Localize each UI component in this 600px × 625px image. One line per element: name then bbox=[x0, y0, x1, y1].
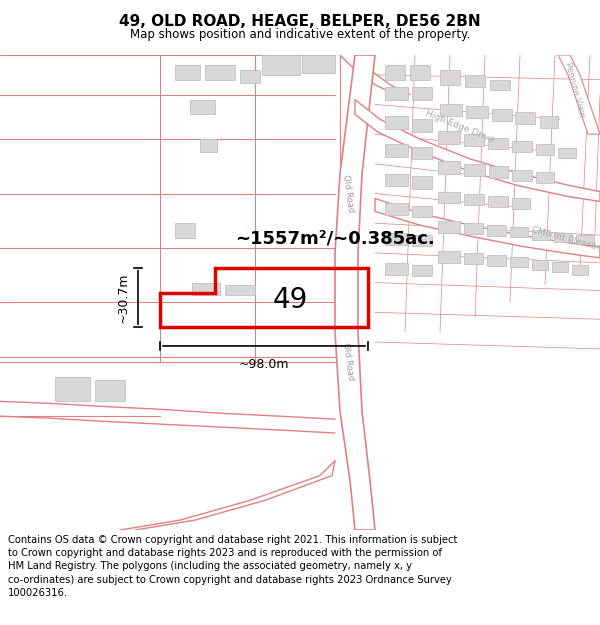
Polygon shape bbox=[464, 253, 483, 264]
Polygon shape bbox=[302, 55, 335, 72]
Polygon shape bbox=[175, 65, 200, 80]
Polygon shape bbox=[552, 262, 568, 272]
Polygon shape bbox=[515, 112, 535, 124]
Polygon shape bbox=[438, 221, 460, 233]
Polygon shape bbox=[355, 99, 600, 201]
Polygon shape bbox=[489, 166, 508, 177]
Text: Contains OS data © Crown copyright and database right 2021. This information is : Contains OS data © Crown copyright and d… bbox=[8, 535, 457, 598]
Text: CMount Pleasant Drive: CMount Pleasant Drive bbox=[530, 226, 600, 261]
Polygon shape bbox=[558, 55, 600, 134]
Polygon shape bbox=[205, 65, 235, 80]
Polygon shape bbox=[385, 262, 408, 275]
Text: 49: 49 bbox=[272, 286, 308, 314]
Text: Map shows position and indicative extent of the property.: Map shows position and indicative extent… bbox=[130, 28, 470, 41]
Text: ~30.7m: ~30.7m bbox=[117, 272, 130, 322]
Polygon shape bbox=[576, 235, 594, 244]
Text: ~98.0m: ~98.0m bbox=[239, 357, 289, 371]
Text: ~1557m²/~0.385ac.: ~1557m²/~0.385ac. bbox=[235, 229, 435, 247]
Text: 49, OLD ROAD, HEAGE, BELPER, DE56 2BN: 49, OLD ROAD, HEAGE, BELPER, DE56 2BN bbox=[119, 14, 481, 29]
Polygon shape bbox=[532, 260, 548, 270]
Polygon shape bbox=[240, 70, 260, 82]
Polygon shape bbox=[385, 116, 408, 129]
Polygon shape bbox=[412, 147, 432, 159]
Polygon shape bbox=[488, 196, 508, 208]
Polygon shape bbox=[190, 99, 215, 114]
Polygon shape bbox=[335, 55, 375, 530]
Polygon shape bbox=[175, 223, 195, 238]
Polygon shape bbox=[412, 176, 432, 189]
Polygon shape bbox=[464, 164, 485, 176]
Polygon shape bbox=[95, 379, 125, 401]
Polygon shape bbox=[412, 206, 432, 217]
Polygon shape bbox=[464, 134, 484, 146]
Text: Pennine View: Pennine View bbox=[563, 61, 587, 118]
Polygon shape bbox=[440, 104, 462, 116]
Polygon shape bbox=[412, 235, 432, 246]
Polygon shape bbox=[440, 70, 460, 84]
Polygon shape bbox=[192, 282, 220, 296]
Polygon shape bbox=[572, 265, 588, 275]
Polygon shape bbox=[492, 109, 512, 121]
Polygon shape bbox=[385, 144, 408, 157]
Polygon shape bbox=[532, 230, 550, 240]
Polygon shape bbox=[512, 141, 532, 152]
Polygon shape bbox=[487, 225, 506, 236]
Polygon shape bbox=[412, 119, 432, 132]
Text: Old Road: Old Road bbox=[341, 174, 355, 213]
Polygon shape bbox=[466, 106, 488, 118]
Polygon shape bbox=[540, 116, 558, 128]
Polygon shape bbox=[225, 284, 255, 296]
Polygon shape bbox=[510, 257, 528, 267]
Polygon shape bbox=[385, 204, 408, 215]
Text: High Edge Drive: High Edge Drive bbox=[424, 108, 496, 144]
Polygon shape bbox=[412, 265, 432, 276]
Polygon shape bbox=[55, 377, 90, 401]
Polygon shape bbox=[464, 194, 484, 206]
Polygon shape bbox=[438, 131, 460, 144]
Polygon shape bbox=[438, 161, 460, 174]
Polygon shape bbox=[375, 199, 600, 258]
Polygon shape bbox=[262, 55, 300, 75]
Polygon shape bbox=[487, 255, 506, 266]
Text: Old Road: Old Road bbox=[341, 342, 355, 381]
Polygon shape bbox=[438, 191, 460, 204]
Polygon shape bbox=[410, 65, 430, 80]
Polygon shape bbox=[490, 80, 510, 89]
Polygon shape bbox=[488, 138, 508, 149]
Polygon shape bbox=[465, 75, 485, 87]
Polygon shape bbox=[558, 148, 576, 158]
Polygon shape bbox=[536, 172, 554, 182]
Polygon shape bbox=[412, 87, 432, 99]
Polygon shape bbox=[385, 174, 408, 186]
Polygon shape bbox=[385, 233, 408, 245]
Polygon shape bbox=[536, 144, 554, 155]
Polygon shape bbox=[385, 65, 405, 80]
Polygon shape bbox=[200, 139, 217, 152]
Polygon shape bbox=[438, 251, 460, 262]
Polygon shape bbox=[512, 170, 532, 181]
Polygon shape bbox=[512, 199, 530, 209]
Polygon shape bbox=[554, 233, 572, 242]
Polygon shape bbox=[385, 87, 408, 99]
Polygon shape bbox=[510, 227, 528, 237]
Polygon shape bbox=[464, 223, 483, 234]
